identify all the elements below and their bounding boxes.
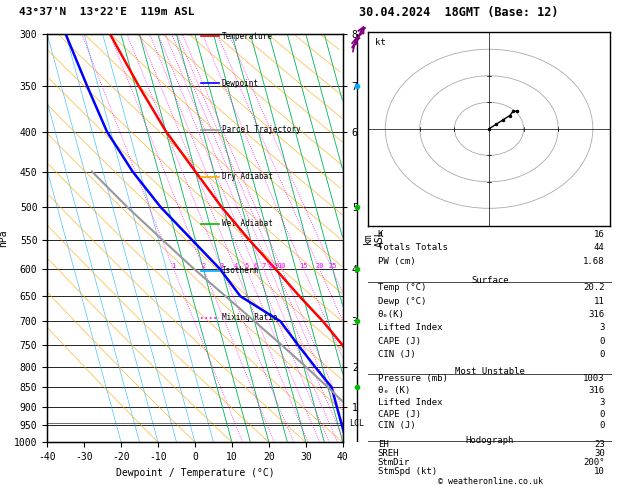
Text: 4: 4	[233, 263, 238, 269]
Text: Pressure (mb): Pressure (mb)	[378, 374, 448, 383]
Text: 8: 8	[268, 263, 272, 269]
Text: θₑ(K): θₑ(K)	[378, 310, 404, 319]
Text: 200°: 200°	[583, 458, 604, 467]
Text: 15: 15	[299, 263, 308, 269]
Text: 43°37'N  13°22'E  119m ASL: 43°37'N 13°22'E 119m ASL	[19, 7, 195, 17]
Text: 23: 23	[594, 440, 604, 450]
Text: 0: 0	[599, 337, 604, 346]
Text: 0: 0	[599, 410, 604, 418]
Text: 0: 0	[599, 421, 604, 431]
Text: 44: 44	[594, 243, 604, 252]
Text: PW (cm): PW (cm)	[378, 257, 415, 266]
Text: 9: 9	[274, 263, 279, 269]
Text: CIN (J): CIN (J)	[378, 421, 415, 431]
Text: Wet Adiabat: Wet Adiabat	[221, 219, 272, 228]
Text: CIN (J): CIN (J)	[378, 350, 415, 359]
Text: 20.2: 20.2	[583, 283, 604, 292]
Text: 25: 25	[328, 263, 337, 269]
Text: 1003: 1003	[583, 374, 604, 383]
Text: 316: 316	[589, 386, 604, 395]
Text: 6: 6	[253, 263, 258, 269]
Text: 20: 20	[315, 263, 324, 269]
Text: Totals Totals: Totals Totals	[378, 243, 448, 252]
Text: Parcel Trajectory: Parcel Trajectory	[221, 125, 300, 135]
Text: Lifted Index: Lifted Index	[378, 324, 442, 332]
Text: © weatheronline.co.uk: © weatheronline.co.uk	[438, 477, 543, 486]
Text: Most Unstable: Most Unstable	[455, 367, 525, 376]
Text: EH: EH	[378, 440, 389, 450]
Text: Dewp (°C): Dewp (°C)	[378, 296, 426, 306]
Text: θₑ (K): θₑ (K)	[378, 386, 410, 395]
Text: kt: kt	[375, 38, 386, 47]
Text: K: K	[378, 229, 383, 239]
Text: 316: 316	[589, 310, 604, 319]
Text: 1.68: 1.68	[583, 257, 604, 266]
Text: 2: 2	[201, 263, 206, 269]
Text: StmSpd (kt): StmSpd (kt)	[378, 467, 437, 476]
Text: SREH: SREH	[378, 449, 399, 458]
Y-axis label: hPa: hPa	[0, 229, 8, 247]
Text: Hodograph: Hodograph	[466, 435, 514, 445]
Text: Surface: Surface	[471, 276, 509, 285]
Text: Isotherm: Isotherm	[221, 266, 259, 275]
Text: 3: 3	[599, 324, 604, 332]
Text: 30.04.2024  18GMT (Base: 12): 30.04.2024 18GMT (Base: 12)	[359, 6, 559, 18]
X-axis label: Dewpoint / Temperature (°C): Dewpoint / Temperature (°C)	[116, 468, 274, 478]
Text: 10: 10	[277, 263, 286, 269]
Text: 10: 10	[594, 467, 604, 476]
Text: StmDir: StmDir	[378, 458, 410, 467]
Text: 7: 7	[261, 263, 265, 269]
Text: 1: 1	[172, 263, 175, 269]
Text: Mixing Ratio: Mixing Ratio	[221, 313, 277, 322]
Text: 0: 0	[599, 350, 604, 359]
Text: 3: 3	[220, 263, 224, 269]
Text: Temperature: Temperature	[221, 32, 272, 40]
Text: 11: 11	[594, 296, 604, 306]
Text: LCL: LCL	[348, 418, 364, 428]
Text: Lifted Index: Lifted Index	[378, 398, 442, 407]
Text: Temp (°C): Temp (°C)	[378, 283, 426, 292]
Text: 5: 5	[245, 263, 248, 269]
Text: Dry Adiabat: Dry Adiabat	[221, 173, 272, 181]
Text: Dewpoint: Dewpoint	[221, 79, 259, 87]
Text: CAPE (J): CAPE (J)	[378, 337, 421, 346]
Text: CAPE (J): CAPE (J)	[378, 410, 421, 418]
Text: 16: 16	[594, 229, 604, 239]
Text: 30: 30	[594, 449, 604, 458]
Y-axis label: km
ASL: km ASL	[364, 229, 385, 247]
Text: 3: 3	[599, 398, 604, 407]
